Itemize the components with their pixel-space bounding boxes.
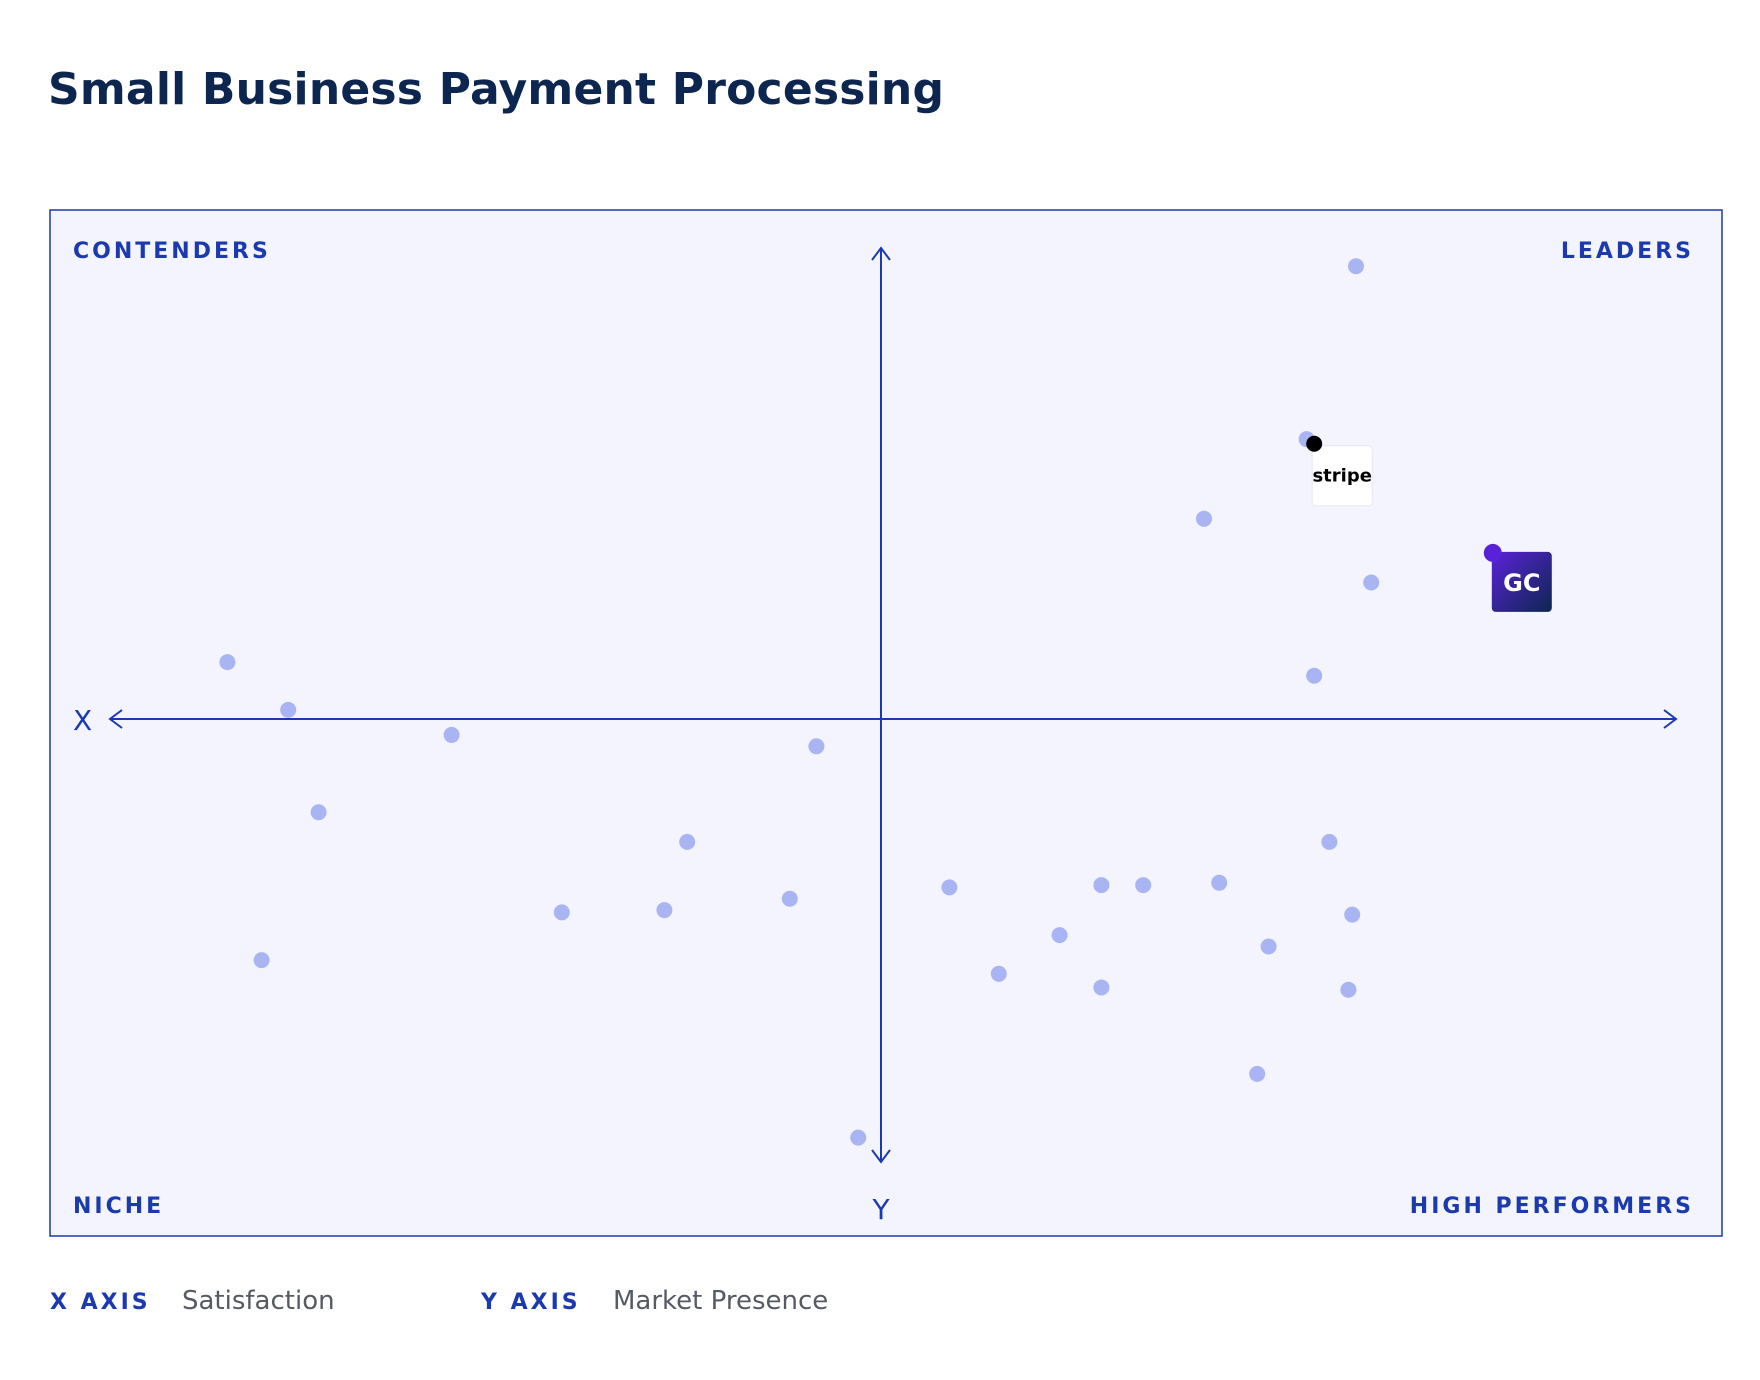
data-point-27[interactable] (1249, 1065, 1266, 1082)
x-axis-letter: X (73, 704, 92, 737)
gc-highlight[interactable]: GC (1483, 543, 1552, 612)
data-point-9[interactable] (310, 804, 327, 821)
page-title: Small Business Payment Processing (48, 64, 945, 115)
quadrant-label-contenders: CONTENDERS (73, 239, 271, 264)
data-point-22[interactable] (1051, 927, 1068, 944)
data-point-5[interactable] (1306, 667, 1323, 684)
data-point-14[interactable] (656, 902, 673, 919)
chart-panel (49, 209, 1723, 1237)
data-point-19[interactable] (1211, 874, 1228, 891)
x-axis-arrow-right (1663, 709, 1678, 729)
legend-x: X AXIS Satisfaction (50, 1286, 335, 1316)
y-axis-arrow-top (871, 246, 891, 261)
data-point-6[interactable] (219, 654, 236, 671)
legend-x-key: X AXIS (50, 1290, 151, 1315)
gc-logo-box (1491, 551, 1552, 612)
y-axis-arrow-bottom (871, 1149, 891, 1164)
data-point-11[interactable] (679, 833, 696, 850)
data-point-16[interactable] (941, 879, 958, 896)
data-point-12[interactable] (781, 890, 798, 907)
data-point-1[interactable] (1348, 258, 1364, 275)
data-point-17[interactable] (1093, 877, 1110, 894)
quadrant-label-niche: NICHE (73, 1194, 164, 1219)
data-point-25[interactable] (1093, 979, 1110, 996)
data-point-28[interactable] (850, 1129, 867, 1146)
stripe-highlight[interactable]: stripe (1306, 435, 1373, 507)
stripe-logo-box (1311, 445, 1373, 507)
stripe-logo-text: stripe (1312, 466, 1371, 487)
y-axis-letter: Y (871, 1193, 890, 1226)
data-point-21[interactable] (1344, 906, 1361, 923)
quadrant-label-leaders: LEADERS (1561, 239, 1694, 264)
data-point-8[interactable] (443, 726, 460, 743)
data-point-20[interactable] (1321, 833, 1338, 850)
data-point-26[interactable] (1340, 981, 1357, 998)
quadrant-label-high-performers: HIGH PERFORMERS (1410, 1194, 1694, 1219)
data-point-18[interactable] (1135, 877, 1152, 894)
legend-y-key: Y AXIS (481, 1290, 581, 1315)
gc-logo-text: GC (1503, 569, 1540, 597)
x-axis-arrow-left (108, 709, 123, 729)
data-point-24[interactable] (990, 965, 1007, 982)
data-point-23[interactable] (1260, 938, 1277, 955)
data-point-15[interactable] (253, 952, 270, 969)
stripe-dot[interactable] (1306, 435, 1323, 452)
data-point-10[interactable] (808, 738, 825, 755)
legend-y-value: Market Presence (613, 1286, 829, 1316)
data-point-3[interactable] (1196, 510, 1212, 527)
data-point-4[interactable] (1363, 574, 1380, 591)
legend-y: Y AXIS Market Presence (481, 1286, 828, 1316)
gc-dot[interactable] (1483, 543, 1502, 562)
data-point-13[interactable] (553, 904, 570, 921)
legend-x-value: Satisfaction (182, 1286, 335, 1316)
data-point-7[interactable] (280, 701, 297, 718)
